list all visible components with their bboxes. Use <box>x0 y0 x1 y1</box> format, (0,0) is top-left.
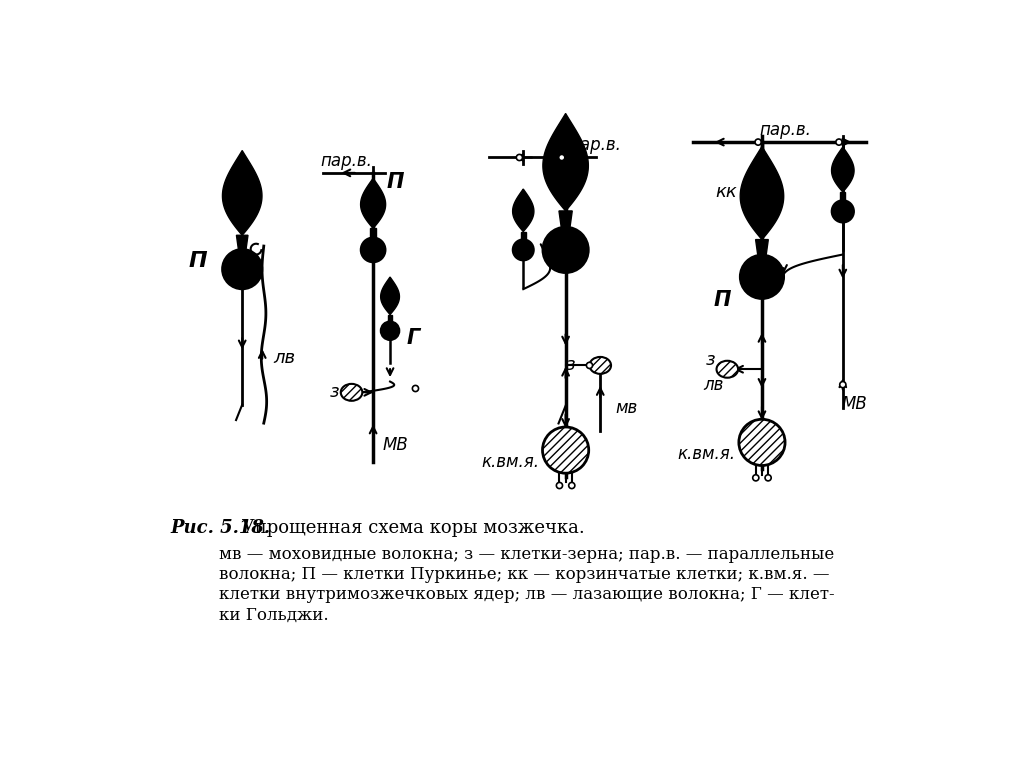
Circle shape <box>556 482 562 489</box>
Text: к.вм.я.: к.вм.я. <box>677 445 735 463</box>
Polygon shape <box>371 229 376 238</box>
Circle shape <box>360 238 385 262</box>
Circle shape <box>413 385 419 392</box>
Polygon shape <box>388 314 392 321</box>
Text: мв: мв <box>615 399 638 416</box>
Circle shape <box>543 227 589 273</box>
Text: лв: лв <box>273 349 295 367</box>
Polygon shape <box>222 150 262 235</box>
Polygon shape <box>381 277 399 314</box>
Text: клетки внутримозжечковых ядер; лв — лазающие волокна; Г — клет-: клетки внутримозжечковых ядер; лв — лаза… <box>219 587 835 604</box>
Polygon shape <box>831 147 854 192</box>
Polygon shape <box>756 239 768 255</box>
Circle shape <box>568 482 574 489</box>
Polygon shape <box>543 114 589 211</box>
Text: мв — моховидные волокна; з — клетки-зерна; пар.в. — параллельные: мв — моховидные волокна; з — клетки-зерн… <box>219 546 835 563</box>
Text: П: П <box>387 172 404 192</box>
Text: волокна; П — клетки Пуркинье; кк — корзинчатые клетки; к.вм.я. —: волокна; П — клетки Пуркинье; кк — корзи… <box>219 566 829 584</box>
Circle shape <box>543 427 589 473</box>
Circle shape <box>513 239 534 260</box>
Text: МВ: МВ <box>382 436 409 454</box>
Text: П: П <box>188 252 207 272</box>
Circle shape <box>222 249 262 289</box>
Text: з: з <box>706 351 715 369</box>
Circle shape <box>755 139 761 145</box>
Polygon shape <box>841 192 845 200</box>
Circle shape <box>740 255 784 299</box>
Polygon shape <box>360 178 386 229</box>
Polygon shape <box>740 146 783 239</box>
Text: з: з <box>566 357 575 374</box>
Circle shape <box>836 139 842 145</box>
Circle shape <box>753 475 759 481</box>
Text: к.вм.я.: к.вм.я. <box>481 453 539 471</box>
Ellipse shape <box>341 384 362 401</box>
Ellipse shape <box>590 357 611 374</box>
Text: пар.в.: пар.в. <box>321 152 372 170</box>
Circle shape <box>381 321 399 340</box>
Circle shape <box>831 200 854 222</box>
Polygon shape <box>559 211 572 227</box>
Polygon shape <box>513 189 534 232</box>
Text: Г: Г <box>407 328 420 348</box>
Text: кк: кк <box>716 183 737 201</box>
Text: МВ: МВ <box>842 395 867 413</box>
Circle shape <box>765 475 771 481</box>
Text: Упрощенная схема коры мозжечка.: Упрощенная схема коры мозжечка. <box>237 519 585 538</box>
Text: П: П <box>713 290 731 310</box>
Text: з: з <box>330 384 339 401</box>
Circle shape <box>739 420 785 466</box>
Polygon shape <box>237 235 248 249</box>
Text: пар.в.: пар.в. <box>759 120 811 139</box>
Circle shape <box>587 362 593 368</box>
Circle shape <box>559 154 565 160</box>
Text: лв: лв <box>703 376 724 393</box>
Text: пар.в.: пар.в. <box>569 137 622 154</box>
Ellipse shape <box>717 360 738 377</box>
Polygon shape <box>521 232 525 239</box>
Circle shape <box>840 381 846 388</box>
Circle shape <box>516 154 522 160</box>
Text: ки Гольджи.: ки Гольджи. <box>219 607 329 624</box>
Text: Рис. 5.18.: Рис. 5.18. <box>171 519 270 538</box>
